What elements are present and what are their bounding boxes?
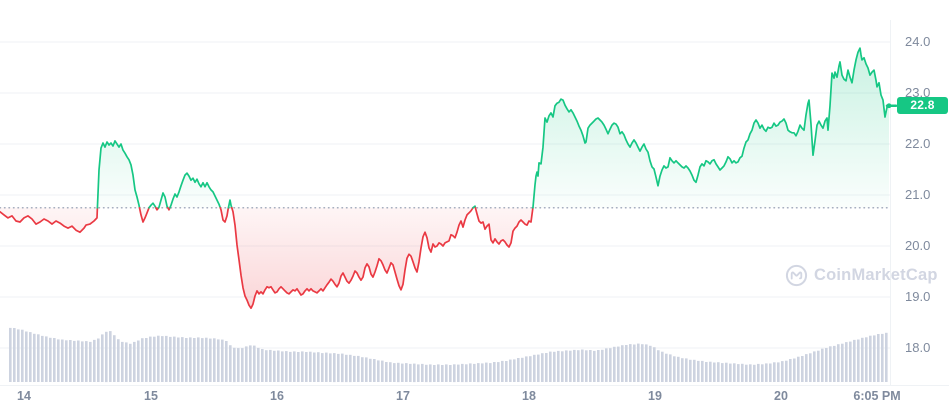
area-fill-up xyxy=(97,140,140,208)
area-fill-down xyxy=(231,207,473,309)
price-line-down xyxy=(230,206,474,310)
current-price-badge: 22.8 xyxy=(897,97,948,114)
y-axis-label: 22.0 xyxy=(905,136,931,151)
price-line-up xyxy=(227,199,233,209)
x-axis-label: 15 xyxy=(144,389,158,403)
area-fill-up xyxy=(532,48,889,208)
price-line-up xyxy=(169,172,222,209)
watermark-label: CoinMarketCap xyxy=(814,266,938,284)
area-fill-down xyxy=(139,207,149,222)
price-line-down xyxy=(138,206,150,223)
x-axis-label: 19 xyxy=(648,389,662,403)
x-axis-label: 14 xyxy=(17,389,31,403)
price-line-up xyxy=(96,140,141,209)
x-axis-label: 17 xyxy=(396,389,410,403)
area-fill-up xyxy=(158,193,168,208)
y-axis-label: 19.0 xyxy=(905,289,931,304)
x-axis-label: 16 xyxy=(270,389,284,403)
y-axis-label: 21.0 xyxy=(905,187,931,202)
price-line-down xyxy=(155,206,160,211)
x-axis-label: 18 xyxy=(522,389,536,403)
y-axis-label: 18.0 xyxy=(905,340,931,355)
last-price-dot xyxy=(886,103,892,109)
price-line-down xyxy=(474,206,534,248)
y-axis-label: 20.0 xyxy=(905,238,931,253)
x-axis-label: 20 xyxy=(774,389,788,403)
coinmarketcap-logo-icon xyxy=(785,264,808,286)
area-fill-down xyxy=(220,207,229,222)
price-line-down xyxy=(219,206,230,223)
volume-bars xyxy=(9,327,888,383)
price-line-up xyxy=(148,202,157,209)
price-line-up xyxy=(157,192,169,209)
coinmarketcap-watermark: CoinMarketCap xyxy=(785,263,938,287)
price-line-down xyxy=(0,206,99,234)
y-axis-label: 23.0 xyxy=(905,85,931,100)
price-line-up xyxy=(532,47,890,209)
x-axis-time-label: 6:05 PM xyxy=(853,389,901,403)
y-axis-label: 24.0 xyxy=(905,34,931,49)
area-fill-down xyxy=(475,207,533,247)
